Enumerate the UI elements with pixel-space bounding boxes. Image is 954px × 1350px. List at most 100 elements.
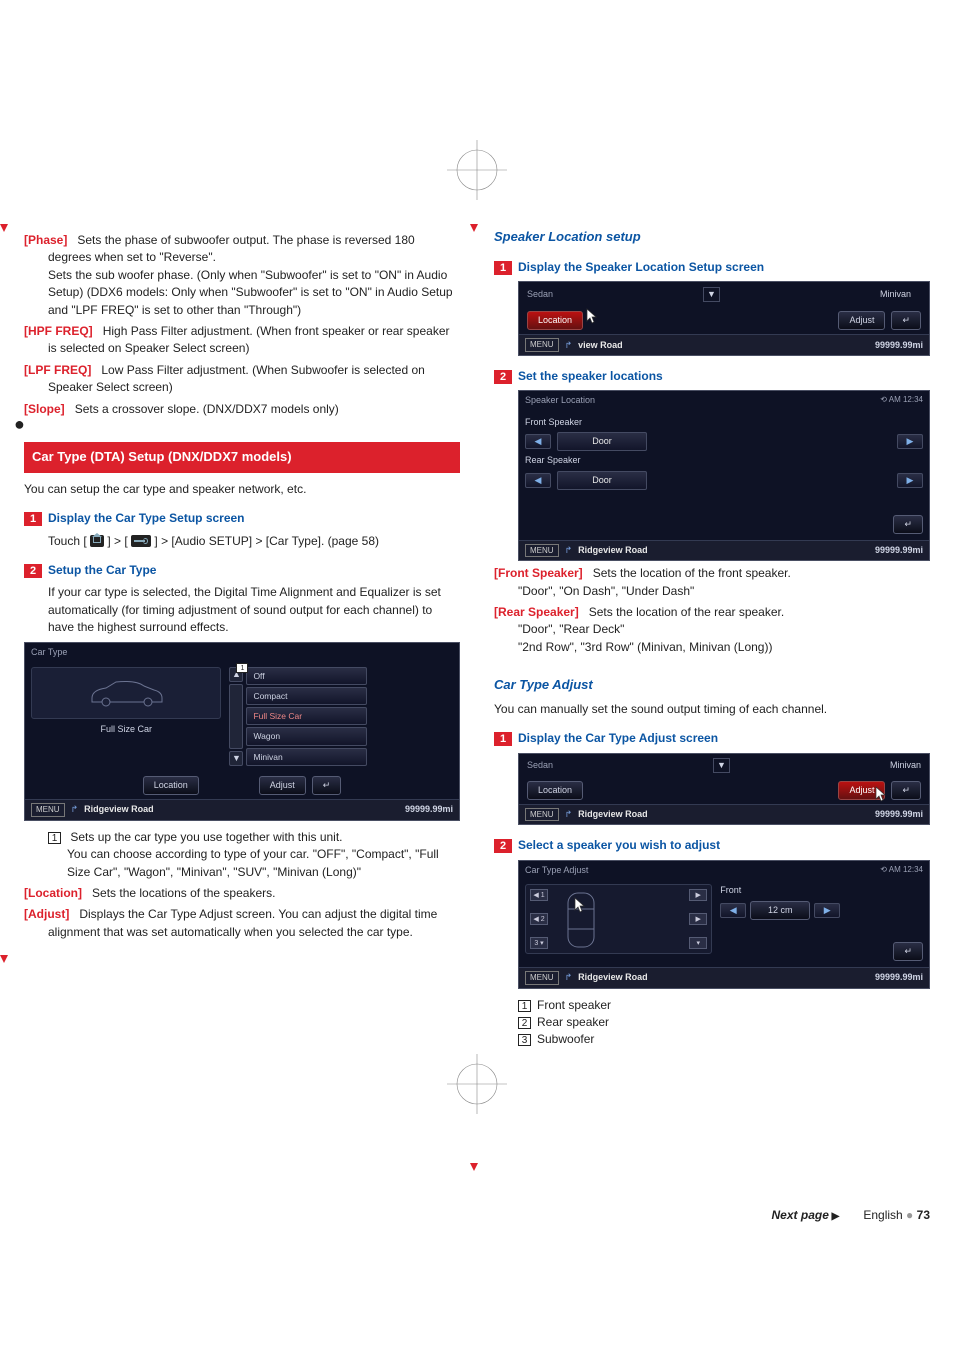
spk-step1-title: Display the Speaker Location Setup scree… xyxy=(518,259,764,276)
nav-arrow-icon: ↱ xyxy=(565,808,573,821)
rear-def-text2: "Door", "Rear Deck" xyxy=(518,621,930,638)
hpf-label: [HPF FREQ] xyxy=(24,324,93,338)
adjust-button[interactable]: Adjust xyxy=(259,776,306,795)
option-wagon[interactable]: Wagon xyxy=(246,727,367,745)
crop-mark-top xyxy=(447,140,507,200)
car-silhouette-icon xyxy=(31,667,221,719)
page-columns: [Phase] Sets the phase of subwoofer outp… xyxy=(24,220,930,1167)
spkloc-title: Speaker Location xyxy=(525,394,595,407)
nav-arrow-icon: ↱ xyxy=(565,339,573,352)
cartype-screen: Car Type Full Size Car ▲ ▼ 1 xyxy=(24,642,460,820)
left-column: [Phase] Sets the phase of subwoofer outp… xyxy=(24,220,460,1167)
option-compact[interactable]: Compact xyxy=(246,687,367,705)
strip-dropdown-icon[interactable]: ▼ xyxy=(713,758,730,773)
callout-1-number: 1 xyxy=(48,832,61,844)
return-button[interactable]: ↵ xyxy=(893,942,923,961)
adjust-definition: [Adjust] Displays the Car Type Adjust sc… xyxy=(48,906,460,941)
step1-text-a: Touch [ xyxy=(48,534,87,548)
right-column: Speaker Location setup 1 Display the Spe… xyxy=(494,220,930,1167)
spk-step2-header: 2 Set the speaker locations xyxy=(494,368,930,385)
diagram-rear-right[interactable]: ▶ xyxy=(689,913,707,925)
strip-back-button[interactable]: ↵ xyxy=(891,311,921,330)
callout-1-text2: You can choose according to type of your… xyxy=(48,846,460,881)
odometer-value: 99999.99mi xyxy=(875,808,923,821)
strip-dropdown-icon[interactable]: ▼ xyxy=(703,287,720,302)
cta-strip-adjust-button[interactable]: Adjust xyxy=(838,781,885,800)
step2-number: 2 xyxy=(24,564,42,578)
cta-adjust-screen: Car Type Adjust ⟲ AM 12:34 ◀ 1 ▶ ◀ 2 ▶ 3… xyxy=(518,860,930,989)
diagram-front-right[interactable]: ▶ xyxy=(689,889,707,901)
road-name: Ridgeview Road xyxy=(578,971,648,984)
menu-chip[interactable]: MENU xyxy=(525,338,559,352)
cta-strip-back-button[interactable]: ↵ xyxy=(891,781,921,800)
slope-label: [Slope] xyxy=(24,402,65,416)
slope-text: Sets a crossover slope. (DNX/DDX7 models… xyxy=(75,402,339,416)
callout-1: 1Front speaker xyxy=(518,997,930,1014)
nav-arrow-icon: ↱ xyxy=(565,971,573,984)
front-speaker-label: Front Speaker xyxy=(525,416,923,429)
menu-chip[interactable]: MENU xyxy=(31,803,65,817)
adjust-def-text: Displays the Car Type Adjust screen. You… xyxy=(48,907,437,938)
footer-lang-page: English 73 xyxy=(863,1207,930,1224)
cta-strip: Sedan ▼ Minivan Location Adjust ↵ MEN xyxy=(518,753,930,826)
step1-header: 1 Display the Car Type Setup screen xyxy=(24,510,460,527)
callout-1-block: 1 Sets up the car type you use together … xyxy=(48,829,460,846)
next-button[interactable]: ▶ xyxy=(897,434,923,449)
callout-3: 3Subwoofer xyxy=(518,1031,930,1048)
hpf-text: High Pass Filter adjustment. (When front… xyxy=(48,324,450,355)
rear-value: Door xyxy=(557,471,647,490)
step2-body: If your car type is selected, the Digita… xyxy=(48,584,460,636)
next-button[interactable]: ▶ xyxy=(897,473,923,488)
option-minivan[interactable]: Minivan xyxy=(246,748,367,766)
spk-step1-header: 1 Display the Speaker Location Setup scr… xyxy=(494,259,930,276)
step1-number: 1 xyxy=(24,512,42,526)
cta-strip-minivan: Minivan xyxy=(890,759,921,772)
strip-sedan: Sedan xyxy=(527,288,553,301)
return-button[interactable]: ↵ xyxy=(312,776,342,795)
phase-label: [Phase] xyxy=(24,233,67,247)
dec-button[interactable]: ◀ xyxy=(720,903,746,918)
location-def-label: [Location] xyxy=(24,886,82,900)
lpf-definition: [LPF FREQ] Low Pass Filter adjustment. (… xyxy=(48,362,460,397)
scroll-down-button[interactable]: ▼ xyxy=(229,751,243,766)
lpf-label: [LPF FREQ] xyxy=(24,363,91,377)
nav-arrow-icon: ↱ xyxy=(565,544,573,557)
menu-chip[interactable]: MENU xyxy=(525,544,559,558)
menu-chip[interactable]: MENU xyxy=(525,971,559,985)
menu-chip[interactable]: MENU xyxy=(525,808,559,822)
cartype-screen-title: Car Type xyxy=(25,643,459,662)
next-page-label: Next page xyxy=(772,1207,840,1225)
cta-strip-sedan: Sedan xyxy=(527,759,553,772)
front-def-label: [Front Speaker] xyxy=(494,566,583,580)
phase-text1: Sets the phase of subwoofer output. The … xyxy=(48,233,415,264)
return-button[interactable]: ↵ xyxy=(893,515,923,534)
diagram-sub-right[interactable]: ▾ xyxy=(689,937,707,949)
callout-2-label: Rear speaker xyxy=(537,1015,609,1029)
section-header-cartype: Car Type (DTA) Setup (DNX/DDX7 models) xyxy=(24,442,460,473)
footer-lang: English xyxy=(863,1208,902,1222)
step1-title: Display the Car Type Setup screen xyxy=(48,510,245,527)
front-value: Door xyxy=(557,432,647,451)
pointer-cursor-icon xyxy=(583,307,603,327)
nav-arrow-icon: ↱ xyxy=(71,803,79,816)
odometer-value: 99999.99mi xyxy=(405,803,453,816)
odometer-value: 99999.99mi xyxy=(875,339,923,352)
front-def-text: Sets the location of the front speaker. xyxy=(593,566,791,580)
road-name: Ridgeview Road xyxy=(578,544,648,557)
front-def-text2: "Door", "On Dash", "Under Dash" xyxy=(518,583,930,600)
prev-button[interactable]: ◀ xyxy=(525,473,551,488)
location-button[interactable]: Location xyxy=(143,776,199,795)
option-fullsize[interactable]: Full Size Car xyxy=(246,707,367,725)
strip-adjust-button[interactable]: Adjust xyxy=(838,311,885,330)
location-def-text: Sets the locations of the speakers. xyxy=(92,886,275,900)
front-speaker-definition: [Front Speaker] Sets the location of the… xyxy=(518,565,930,600)
strip-location-button[interactable]: Location xyxy=(527,311,583,330)
prev-button[interactable]: ◀ xyxy=(525,434,551,449)
option-off[interactable]: Off xyxy=(246,667,367,685)
cta-strip-location-button[interactable]: Location xyxy=(527,781,583,800)
rear-speaker-definition: [Rear Speaker] Sets the location of the … xyxy=(518,604,930,656)
car-top-icon xyxy=(546,885,616,955)
speaker-diagram: ◀ 1 ▶ ◀ 2 ▶ 3 ▾ ▾ xyxy=(525,884,712,954)
inc-button[interactable]: ▶ xyxy=(814,903,840,918)
speaker-location-screen: Speaker Location ⟲ AM 12:34 Front Speake… xyxy=(518,390,930,561)
